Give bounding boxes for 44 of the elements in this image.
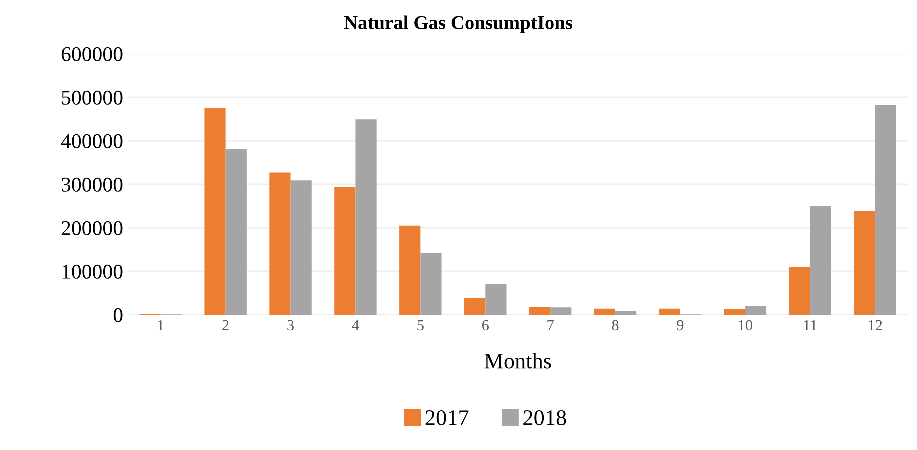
bar <box>724 309 746 315</box>
bar <box>420 253 442 315</box>
bar <box>616 311 637 315</box>
x-tick-label: 2 <box>222 320 229 330</box>
y-tick-label: 400000 <box>61 134 123 148</box>
y-tick-label: 600000 <box>62 47 123 62</box>
y-tick-label: 200000 <box>62 221 123 236</box>
bar <box>270 172 291 315</box>
bar <box>854 211 876 315</box>
bar <box>659 308 680 315</box>
bar <box>550 308 572 315</box>
bar <box>810 206 832 315</box>
x-tick-label: 12 <box>869 320 882 330</box>
bar <box>334 187 356 315</box>
bar <box>204 108 226 315</box>
bar <box>400 226 421 315</box>
x-tick-label: 6 <box>482 320 489 331</box>
bar <box>529 307 551 315</box>
x-tick-label: 5 <box>418 320 424 331</box>
bar <box>745 306 767 315</box>
y-tick-label: 0 <box>114 308 123 322</box>
bar <box>356 120 377 315</box>
bar <box>226 149 247 315</box>
x-tick-label: 10 <box>739 320 752 331</box>
legend-label: 2018 <box>524 410 566 426</box>
x-tick-label: 8 <box>612 320 619 331</box>
bar <box>875 105 896 315</box>
y-tick-label: 500000 <box>62 90 123 105</box>
legend-label: 2017 <box>426 410 469 426</box>
bar <box>789 267 810 315</box>
x-tick-label: 3 <box>288 320 294 331</box>
chart-title: Natural Gas ConsumptIons <box>344 16 573 34</box>
bar <box>594 308 616 315</box>
x-axis-title: Months <box>484 353 552 369</box>
x-tick-label: 7 <box>548 320 554 330</box>
x-tick-label: 1 <box>158 320 164 330</box>
x-tick-label: 4 <box>352 320 360 330</box>
y-tick-label: 100000 <box>62 264 123 279</box>
bar <box>290 180 312 315</box>
bar <box>464 298 486 315</box>
x-tick-label: 9 <box>677 320 684 331</box>
x-tick-label: 11 <box>804 320 817 330</box>
y-tick-label: 300000 <box>62 178 123 192</box>
bar <box>486 284 507 315</box>
